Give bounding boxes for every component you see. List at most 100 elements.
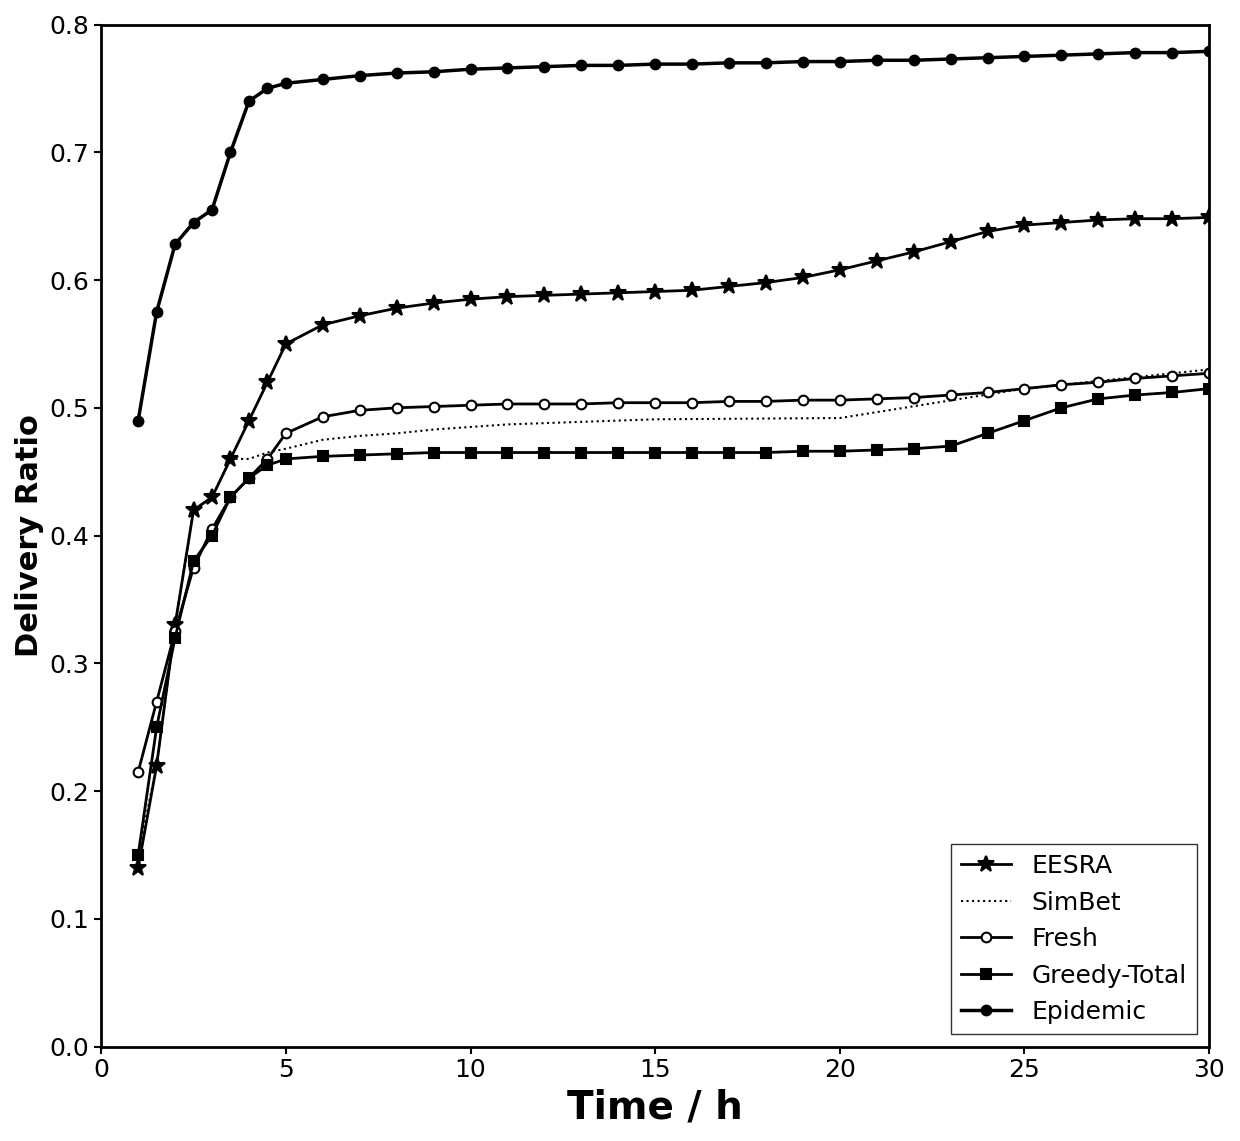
Fresh [1202, 366, 1216, 380]
Greedy-Total [759, 446, 774, 460]
Epidemic [463, 63, 477, 76]
EESRA [1164, 212, 1179, 226]
Epidemic [869, 54, 884, 67]
SimBet [260, 446, 275, 460]
Fresh [795, 394, 810, 407]
Fresh [832, 394, 847, 407]
Epidemic [1017, 49, 1032, 63]
Greedy-Total [186, 555, 201, 568]
X-axis label: Time / h: Time / h [568, 1089, 743, 1126]
SimBet [205, 491, 219, 504]
Epidemic [1128, 46, 1143, 59]
Greedy-Total [1091, 393, 1106, 406]
Epidemic [906, 54, 921, 67]
EESRA [980, 225, 994, 238]
Greedy-Total [279, 452, 294, 466]
Fresh [315, 410, 330, 423]
Epidemic [1091, 47, 1106, 60]
Greedy-Total [389, 447, 404, 461]
Fresh [684, 396, 699, 410]
Fresh [611, 396, 626, 410]
SimBet [223, 452, 238, 466]
Epidemic [722, 56, 737, 70]
Fresh [352, 404, 367, 418]
Epidemic [352, 68, 367, 82]
SimBet [186, 503, 201, 517]
SimBet [279, 442, 294, 455]
EESRA [167, 618, 182, 632]
EESRA [500, 290, 515, 304]
Fresh [574, 397, 589, 411]
SimBet [315, 432, 330, 446]
SimBet [242, 452, 257, 466]
Greedy-Total [574, 446, 589, 460]
SimBet [574, 415, 589, 429]
EESRA [463, 292, 477, 306]
SimBet [832, 411, 847, 424]
Epidemic [647, 57, 662, 71]
Greedy-Total [869, 443, 884, 456]
Legend: EESRA, SimBet, Fresh, Greedy-Total, Epidemic: EESRA, SimBet, Fresh, Greedy-Total, Epid… [951, 844, 1197, 1034]
EESRA [1202, 211, 1216, 225]
Greedy-Total [647, 446, 662, 460]
Greedy-Total [260, 459, 275, 472]
Epidemic [242, 95, 257, 108]
Greedy-Total [130, 848, 145, 861]
Fresh [427, 399, 441, 413]
EESRA [427, 297, 441, 310]
Fresh [722, 395, 737, 408]
EESRA [684, 283, 699, 297]
Epidemic [315, 73, 330, 87]
EESRA [149, 759, 164, 772]
SimBet [167, 618, 182, 632]
SimBet [500, 418, 515, 431]
EESRA [352, 309, 367, 323]
Greedy-Total [1017, 414, 1032, 428]
SimBet [611, 414, 626, 428]
Epidemic [759, 56, 774, 70]
EESRA [242, 414, 257, 428]
Fresh [205, 523, 219, 536]
Greedy-Total [980, 427, 994, 440]
Epidemic [1054, 48, 1069, 62]
Greedy-Total [463, 446, 477, 460]
Epidemic [1164, 46, 1179, 59]
EESRA [574, 288, 589, 301]
EESRA [389, 301, 404, 315]
EESRA [130, 861, 145, 875]
Epidemic [574, 58, 589, 72]
Greedy-Total [352, 448, 367, 462]
Line: Fresh: Fresh [134, 369, 1214, 777]
Epidemic [223, 145, 238, 159]
EESRA [611, 286, 626, 300]
SimBet [463, 420, 477, 434]
EESRA [223, 452, 238, 466]
Fresh [1164, 369, 1179, 382]
EESRA [944, 235, 959, 249]
SimBet [352, 429, 367, 443]
Fresh [980, 386, 994, 399]
Epidemic [167, 237, 182, 251]
EESRA [186, 503, 201, 517]
EESRA [205, 491, 219, 504]
Greedy-Total [315, 450, 330, 463]
EESRA [1091, 213, 1106, 227]
Epidemic [795, 55, 810, 68]
Fresh [647, 396, 662, 410]
SimBet [1017, 382, 1032, 396]
Greedy-Total [795, 444, 810, 458]
Epidemic [980, 51, 994, 65]
Fresh [186, 560, 201, 574]
Fresh [759, 395, 774, 408]
Greedy-Total [1054, 400, 1069, 414]
Fresh [1128, 372, 1143, 386]
Epidemic [427, 65, 441, 79]
Greedy-Total [242, 471, 257, 485]
Epidemic [260, 81, 275, 95]
SimBet [130, 848, 145, 861]
Fresh [906, 390, 921, 404]
Fresh [260, 452, 275, 466]
Epidemic [279, 76, 294, 90]
EESRA [260, 375, 275, 389]
Epidemic [537, 59, 552, 73]
